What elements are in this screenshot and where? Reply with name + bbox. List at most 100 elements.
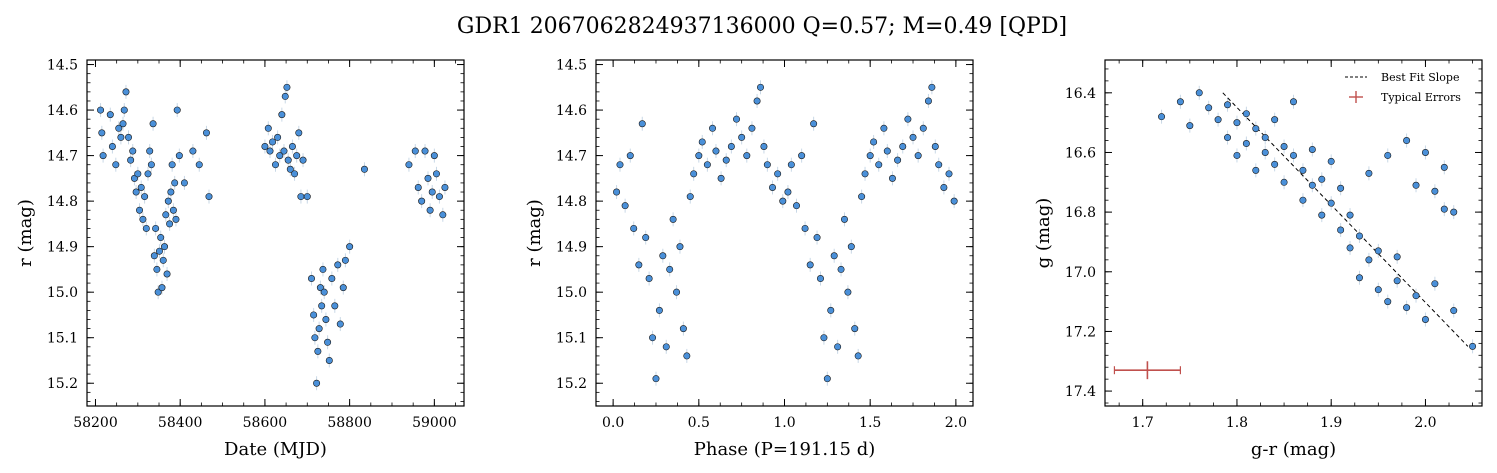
data-point [288, 143, 296, 151]
y-tick-label: 14.7 [47, 149, 78, 165]
data-point [158, 284, 166, 292]
legend-label: Best Fit Slope [1381, 71, 1459, 84]
data-point [173, 106, 181, 114]
x-tick-label: 2.0 [1414, 415, 1436, 431]
data-point [319, 265, 327, 273]
data-point [320, 288, 328, 296]
data-point [1327, 157, 1335, 165]
data-point [753, 97, 761, 105]
legend-label: Typical Errors [1381, 91, 1461, 104]
data-point [820, 334, 828, 342]
data-point [295, 129, 303, 137]
data-point [950, 197, 958, 205]
data-point [428, 188, 436, 196]
x-tick-label: 2.0 [945, 415, 967, 431]
data-point [1421, 315, 1429, 323]
data-point [669, 215, 677, 223]
data-point [281, 92, 289, 100]
y-tick-label: 14.8 [556, 194, 587, 210]
data-point [1318, 211, 1326, 219]
data-point [806, 261, 814, 269]
data-point [813, 234, 821, 242]
color-magnitude-points [1158, 89, 1477, 350]
data-point [1431, 187, 1439, 195]
data-point [119, 120, 127, 128]
x-tick-label: 1.0 [773, 415, 795, 431]
data-point [784, 188, 792, 196]
data-point [318, 302, 326, 310]
data-point [269, 138, 277, 146]
data-point [652, 375, 660, 383]
y-tick-label: 15.2 [47, 376, 78, 392]
data-point [1337, 226, 1345, 234]
data-point [167, 188, 175, 196]
data-point [175, 152, 183, 160]
data-point [888, 174, 896, 182]
data-point [847, 243, 855, 251]
y-tick-label: 17.4 [1065, 384, 1096, 400]
y-tick-label: 14.8 [47, 194, 78, 210]
data-point [266, 147, 274, 155]
x-tick-label: 1.8 [1226, 415, 1248, 431]
data-point [945, 170, 953, 178]
data-point [303, 193, 311, 201]
data-point [1412, 181, 1420, 189]
data-point [1299, 166, 1307, 174]
data-point [278, 111, 286, 119]
data-point [801, 224, 809, 232]
data-point [616, 161, 624, 169]
data-point [159, 256, 167, 264]
data-point [717, 174, 725, 182]
data-point [168, 161, 176, 169]
data-point [1384, 298, 1392, 306]
data-point [432, 170, 440, 178]
data-point [164, 197, 172, 205]
data-point [314, 347, 322, 355]
data-point [311, 334, 319, 342]
data-point [1450, 208, 1458, 216]
data-point [1280, 143, 1288, 151]
data-point [153, 265, 161, 273]
data-point [1365, 169, 1373, 177]
y-tick-label: 17.2 [1065, 324, 1096, 340]
data-point [1233, 119, 1241, 127]
data-point [1431, 280, 1439, 288]
data-point [405, 161, 413, 169]
data-point [1195, 89, 1203, 97]
data-point [1176, 98, 1184, 106]
data-point [98, 129, 106, 137]
data-point [426, 206, 434, 214]
data-point [1355, 274, 1363, 282]
light-curve-points [97, 83, 449, 387]
y-tick-label: 14.6 [47, 103, 78, 119]
data-point [1318, 175, 1326, 183]
data-point [733, 115, 741, 123]
data-point [904, 115, 912, 123]
y-tick-label: 15.0 [556, 285, 587, 301]
data-point [1384, 151, 1392, 159]
data-point [810, 120, 818, 128]
data-point [854, 352, 862, 360]
data-point [1393, 253, 1401, 261]
y-tick-label: 16.6 [1065, 145, 1096, 161]
y-tick-label: 16.4 [1065, 86, 1096, 102]
data-point [149, 120, 157, 128]
data-point [919, 124, 927, 132]
data-point [97, 106, 105, 114]
data-point [136, 206, 144, 214]
data-point [679, 325, 687, 333]
data-point [115, 124, 123, 132]
data-point [686, 193, 694, 201]
data-point [1374, 247, 1382, 255]
data-point [421, 147, 429, 155]
data-point [117, 133, 125, 141]
data-point [137, 183, 145, 191]
data-point [108, 143, 116, 151]
data-point [638, 120, 646, 128]
data-point [840, 215, 848, 223]
data-point [834, 343, 842, 351]
data-point [291, 170, 299, 178]
data-point [166, 220, 174, 228]
data-point [1412, 292, 1420, 300]
